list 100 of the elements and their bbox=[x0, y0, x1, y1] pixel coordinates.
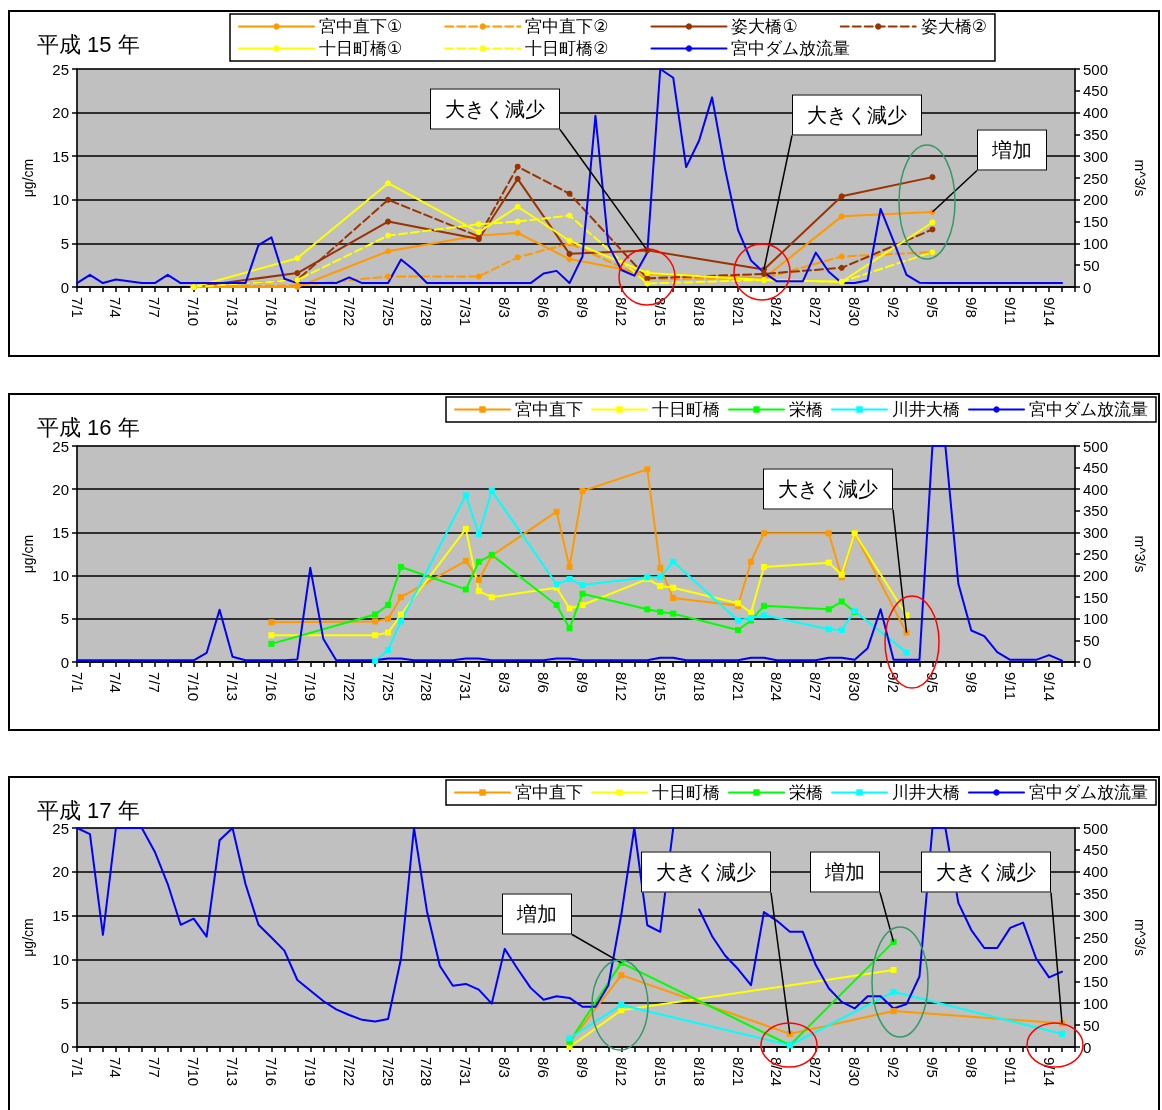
legend-label: 宮中直下 bbox=[515, 783, 583, 802]
x-tick-label: 7/16 bbox=[262, 672, 280, 702]
y-tick-label: 10 bbox=[52, 950, 69, 968]
y2-tick-label: 450 bbox=[1083, 841, 1109, 859]
x-tick-label: 8/21 bbox=[729, 297, 747, 327]
y2-tick-label: 300 bbox=[1083, 523, 1109, 541]
y2-tick-label: 150 bbox=[1083, 588, 1109, 606]
x-tick-label: 7/22 bbox=[340, 297, 358, 327]
annotation: 増加 bbox=[810, 851, 880, 893]
x-tick-label: 7/13 bbox=[224, 1057, 242, 1087]
legend-label: 川井大橋 bbox=[892, 783, 960, 802]
x-tick-label: 8/15 bbox=[651, 672, 669, 702]
x-tick-label: 8/9 bbox=[573, 672, 591, 693]
x-tick-label: 7/31 bbox=[457, 1057, 475, 1087]
x-tick-label: 8/3 bbox=[496, 672, 514, 693]
x-tick-label: 7/10 bbox=[185, 297, 203, 327]
x-tick-label: 8/12 bbox=[612, 297, 630, 327]
y-tick-label: 15 bbox=[52, 147, 69, 165]
x-tick-label: 9/11 bbox=[1001, 297, 1019, 326]
x-tick-label: 7/16 bbox=[262, 1057, 280, 1087]
y2-tick-label: 450 bbox=[1083, 82, 1109, 100]
annotation: 増加 bbox=[502, 893, 572, 935]
y2-axis-title: m^3/s bbox=[1132, 919, 1148, 956]
x-tick-label: 8/30 bbox=[846, 1057, 864, 1087]
y-tick-label: 20 bbox=[52, 104, 69, 122]
annotation: 大きく減少 bbox=[763, 468, 893, 510]
x-tick-label: 7/25 bbox=[379, 1057, 397, 1087]
y2-tick-label: 500 bbox=[1083, 819, 1109, 837]
legend-label: 宮中直下 bbox=[515, 400, 583, 419]
x-tick-label: 8/6 bbox=[535, 1057, 553, 1078]
y2-tick-label: 350 bbox=[1083, 125, 1109, 143]
y-tick-label: 15 bbox=[52, 907, 69, 925]
y2-tick-label: 500 bbox=[1083, 60, 1109, 78]
y-axis-title: μg/cm bbox=[20, 158, 36, 198]
y2-tick-label: 0 bbox=[1083, 653, 1092, 671]
y2-tick-label: 250 bbox=[1083, 545, 1109, 563]
x-tick-label: 7/25 bbox=[379, 672, 397, 702]
x-tick-label: 8/18 bbox=[690, 672, 708, 702]
annotation: 大きく減少 bbox=[792, 94, 922, 136]
x-tick-label: 8/9 bbox=[573, 1057, 591, 1078]
x-tick-label: 7/19 bbox=[301, 1057, 319, 1087]
y2-tick-label: 200 bbox=[1083, 567, 1109, 585]
y2-tick-label: 150 bbox=[1083, 213, 1109, 231]
y2-tick-label: 150 bbox=[1083, 972, 1109, 990]
x-tick-label: 8/27 bbox=[807, 297, 825, 327]
legend-label: 十日町橋① bbox=[319, 39, 403, 58]
y2-tick-label: 450 bbox=[1083, 459, 1109, 477]
x-tick-label: 8/6 bbox=[535, 297, 553, 318]
legend-label: 栄橋 bbox=[789, 400, 823, 419]
y2-tick-label: 400 bbox=[1083, 480, 1109, 498]
x-tick-label: 7/19 bbox=[301, 297, 319, 327]
x-tick-label: 9/11 bbox=[1001, 1057, 1019, 1086]
legend-label: 宮中ダム放流量 bbox=[1029, 783, 1148, 802]
x-tick-label: 8/9 bbox=[573, 297, 591, 318]
y2-tick-label: 50 bbox=[1083, 631, 1100, 649]
x-tick-label: 7/7 bbox=[146, 297, 164, 318]
y2-tick-label: 50 bbox=[1083, 1016, 1100, 1034]
x-tick-label: 8/30 bbox=[846, 297, 864, 327]
legend-label: 宮中直下① bbox=[319, 17, 403, 36]
x-tick-label: 8/30 bbox=[846, 672, 864, 702]
y2-axis-title: m^3/s bbox=[1132, 159, 1148, 197]
chart-title: 平成 15 年 bbox=[37, 31, 140, 57]
y2-tick-label: 100 bbox=[1083, 610, 1109, 628]
x-tick-label: 8/24 bbox=[768, 1057, 786, 1087]
y2-tick-label: 350 bbox=[1083, 885, 1109, 903]
y2-axis-title: m^3/s bbox=[1132, 535, 1148, 573]
legend-label: 姿大橋① bbox=[731, 17, 798, 36]
x-tick-label: 7/10 bbox=[185, 672, 203, 702]
y2-tick-label: 250 bbox=[1083, 929, 1109, 946]
y2-tick-label: 50 bbox=[1083, 256, 1100, 274]
legend-label: 十日町橋 bbox=[652, 400, 720, 419]
legend-label: 宮中ダム放流量 bbox=[731, 39, 851, 58]
x-tick-label: 7/1 bbox=[68, 672, 86, 693]
legend-label: 栄橋 bbox=[789, 783, 823, 802]
y-tick-label: 10 bbox=[52, 191, 69, 209]
y-tick-label: 20 bbox=[52, 480, 69, 498]
x-tick-label: 8/18 bbox=[690, 297, 708, 327]
y-tick-label: 20 bbox=[52, 863, 69, 881]
y-tick-label: 15 bbox=[52, 523, 69, 541]
x-tick-label: 8/24 bbox=[768, 297, 786, 327]
x-tick-label: 7/1 bbox=[68, 1057, 86, 1078]
x-tick-label: 7/13 bbox=[224, 672, 242, 702]
y2-tick-label: 0 bbox=[1083, 278, 1092, 296]
x-tick-label: 9/5 bbox=[923, 1057, 941, 1078]
x-tick-label: 9/14 bbox=[1040, 672, 1058, 702]
x-tick-label: 7/28 bbox=[418, 1057, 436, 1087]
legend-label: 十日町橋 bbox=[652, 783, 720, 802]
legend-label: 宮中直下② bbox=[525, 17, 609, 36]
x-tick-label: 7/4 bbox=[107, 1057, 125, 1078]
x-tick-label: 8/24 bbox=[768, 672, 786, 702]
y2-tick-label: 250 bbox=[1083, 169, 1109, 187]
x-tick-label: 7/7 bbox=[146, 672, 164, 693]
annotation: 大きく減少 bbox=[921, 851, 1051, 893]
legend-label: 宮中ダム放流量 bbox=[1029, 400, 1148, 419]
y2-tick-label: 400 bbox=[1083, 104, 1109, 122]
y2-tick-label: 300 bbox=[1083, 147, 1109, 165]
chart-title: 平成 16 年 bbox=[37, 414, 140, 440]
x-tick-label: 8/3 bbox=[496, 297, 514, 318]
x-tick-label: 8/3 bbox=[496, 1057, 514, 1078]
y-tick-label: 25 bbox=[52, 60, 69, 78]
